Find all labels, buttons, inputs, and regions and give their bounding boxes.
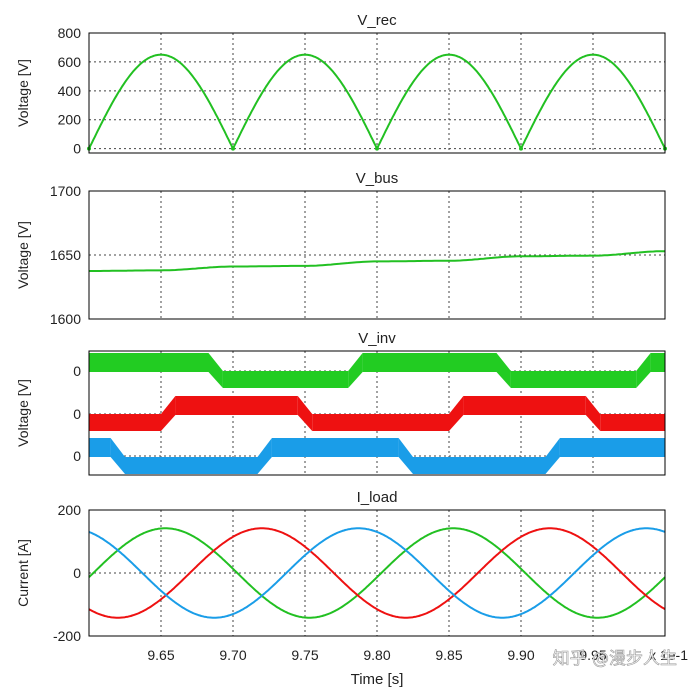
chart-title: V_rec [357, 12, 397, 29]
chart-title: V_bus [356, 170, 399, 187]
plot-frame [88, 190, 666, 320]
plot-frame [88, 350, 666, 476]
series-i-a [88, 527, 666, 619]
pwm-band [125, 457, 258, 474]
y-axis-label: Voltage [V] [15, 379, 31, 447]
y-tick-label: 0 [73, 363, 81, 379]
panel-v-inv: V_inv Voltage [V] 0 0 0 [15, 330, 666, 476]
x-axis-multiplier: x 1e-1 [649, 647, 688, 663]
series-i-c [88, 527, 666, 619]
pwm-band [463, 396, 586, 415]
pwm-band [271, 438, 399, 457]
y-tick-label: 200 [58, 502, 82, 518]
y-tick-label: 200 [58, 112, 82, 128]
y-tick-label: 600 [58, 54, 82, 70]
y-tick-label: 1600 [50, 311, 81, 327]
chart-title: V_inv [358, 330, 396, 347]
x-tick-label: 9.95 [579, 647, 606, 663]
pwm-band [585, 396, 601, 431]
data-point-zero [519, 146, 523, 151]
y-tick-label: 0 [73, 448, 81, 464]
y-tick-label: 800 [58, 25, 82, 41]
series-phase-c [89, 438, 665, 474]
pwm-band [348, 353, 363, 388]
x-tick-label: 9.70 [219, 647, 246, 663]
x-tick-label: 9.65 [147, 647, 174, 663]
x-tick-label: 9.90 [507, 647, 534, 663]
y-tick-label: 400 [58, 83, 82, 99]
pwm-band [89, 414, 161, 431]
pwm-band [312, 414, 449, 431]
y-tick-label: 1650 [50, 247, 81, 263]
y-axis-label: Voltage [V] [15, 221, 31, 289]
y-tick-label: 0 [73, 406, 81, 422]
plot-frame [88, 509, 666, 637]
pwm-band [297, 396, 313, 431]
data-point-zero [231, 146, 235, 151]
y-tick-label: 0 [73, 141, 81, 157]
panel-i-load: I_load Current [A] -200 0 200 9.65 9.70 9.75 9.8… [15, 489, 688, 688]
panel-v-bus: V_bus Voltage [V] 1600 1650 1700 [15, 170, 666, 327]
chart-title: I_load [357, 489, 398, 506]
series-i-b [88, 527, 666, 619]
pwm-band [510, 371, 637, 388]
pwm-band [89, 438, 111, 457]
pwm-band [89, 353, 209, 372]
series-v-bus [89, 250, 665, 272]
pwm-band [636, 353, 651, 388]
pwm-band [110, 438, 125, 474]
plot-frame [88, 32, 666, 154]
pwm-band [413, 457, 546, 474]
pwm-band [362, 353, 497, 372]
pwm-band [175, 396, 298, 415]
pwm-band [650, 353, 665, 372]
x-tick-label: 9.80 [363, 647, 390, 663]
pwm-band [398, 438, 413, 474]
pwm-band [496, 353, 511, 388]
panel-v-rec: V_rec Voltage [V] 0 200 400 600 800 [15, 12, 667, 157]
watermark: 知乎 @漫步人生 [553, 649, 677, 669]
x-tick-label: 9.75 [291, 647, 318, 663]
y-tick-label: -200 [53, 628, 81, 644]
y-axis-label: Voltage [V] [15, 59, 31, 127]
series-phase-a [89, 353, 665, 388]
pwm-band [545, 438, 560, 474]
pwm-band [208, 353, 223, 388]
pwm-band [449, 396, 464, 431]
y-tick-label: 1700 [50, 183, 81, 199]
x-axis-label: Time [s] [351, 671, 404, 688]
series-phase-b [89, 396, 665, 431]
y-axis-label: Current [A] [15, 539, 31, 607]
y-tick-label: 0 [73, 565, 81, 581]
pwm-band [600, 414, 665, 431]
pwm-band [222, 371, 349, 388]
pwm-band [257, 438, 272, 474]
data-point-zero [375, 146, 379, 151]
x-tick-label: 9.85 [435, 647, 462, 663]
pwm-band [161, 396, 176, 431]
pwm-band [559, 438, 665, 457]
